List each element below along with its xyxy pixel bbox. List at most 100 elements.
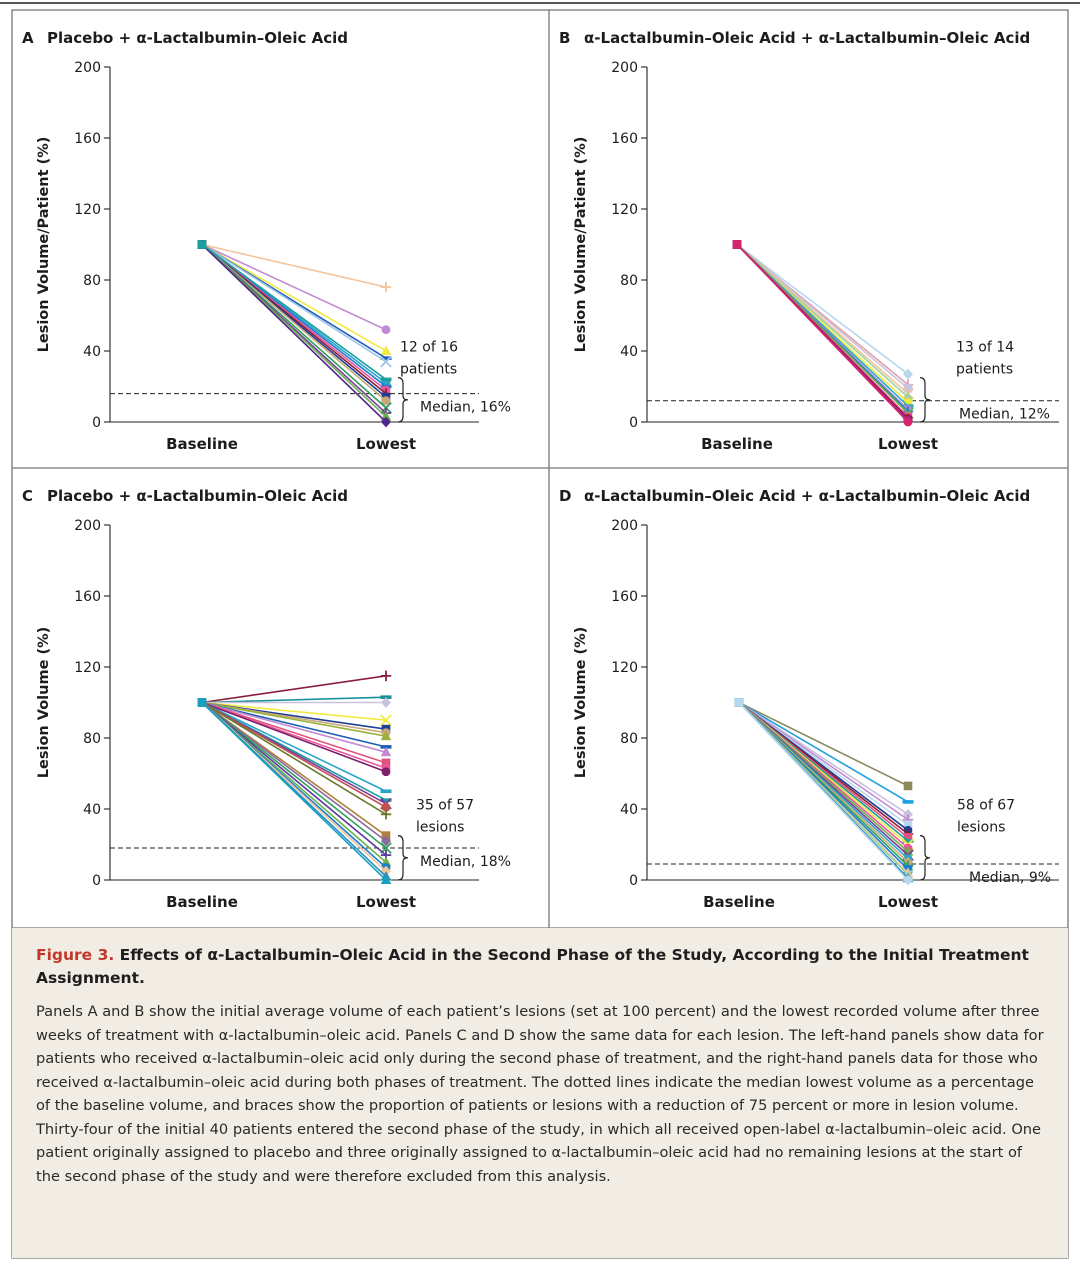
panel-c-series-line	[201, 701, 387, 842]
panel-a-brace-label-line1: 12 of 16	[400, 340, 458, 356]
panel-c-x-category-label: Baseline	[166, 893, 238, 911]
caption-heading: Figure 3. Effects of α-Lactalbumin–Oleic…	[36, 944, 1044, 990]
panel-c-brace-label-line2: lesions	[416, 820, 464, 836]
panel-d-x-category-label: Lowest	[878, 893, 938, 911]
panel-c-y-tick-label: 0	[92, 873, 101, 889]
panel-c-series-line	[201, 701, 387, 881]
panel-c-median-label: Median, 18%	[420, 854, 511, 870]
panel-b-y-tick-label: 0	[629, 415, 638, 431]
panel-d-brace-label-line2: lesions	[957, 820, 1005, 836]
panel-c-series-line	[201, 701, 387, 738]
panel-a-series-line	[201, 243, 387, 381]
panel-c-lowest-point	[381, 767, 391, 777]
panel-b-series-line	[736, 243, 909, 423]
panel-c-y-axis-label: Lesion Volume (%)	[36, 627, 52, 778]
panel-a-y-axis-label: Lesion Volume/Patient (%)	[36, 137, 52, 353]
panel-c-series-line	[201, 701, 387, 808]
caption-body: Panels A and B show the initial average …	[36, 1003, 1044, 1185]
panel-a-lowest-point	[381, 325, 391, 335]
panel-b-x-category-label: Lowest	[878, 435, 938, 453]
panel-a-series-line	[201, 243, 387, 288]
panel-c-brace	[397, 835, 409, 881]
panel-d-letter: D	[559, 487, 571, 505]
panel-a-x-category-label: Lowest	[356, 435, 416, 453]
panel-b-baseline-point	[732, 240, 742, 249]
panel-c-y-tick-label: 120	[74, 660, 101, 676]
panel-c-series-line	[201, 701, 387, 773]
panel-c-series-line	[201, 701, 387, 816]
panel-c-lowest-point	[380, 809, 392, 820]
panel-c: C Placebo + α-Lactalbumin–Oleic Acid 0 40 80…	[22, 487, 511, 911]
panel-c-series-line	[201, 701, 387, 849]
panel-a-lowest-point	[380, 401, 392, 414]
panel-c-x-category-label: Lowest	[356, 893, 416, 911]
panel-c-series-line	[201, 701, 387, 792]
panel-c-lowest-point	[381, 835, 391, 847]
panel-d-x-category-label: Baseline	[703, 893, 775, 911]
panel-a-lowest-point	[381, 396, 391, 406]
panel-a-y-tick-label: 40	[83, 344, 101, 360]
panel-a-y-tick-label: 80	[83, 273, 101, 289]
panel-a-series-line	[201, 243, 387, 352]
panel-d-brace	[919, 835, 931, 881]
panel-a-letter: A	[22, 29, 34, 47]
panel-a-lowest-point	[380, 355, 392, 368]
panel-a-brace-label-line2: patients	[400, 362, 457, 378]
panel-d-lowest-point	[902, 839, 914, 843]
panel-c-series-line	[201, 696, 387, 704]
panel-a-y-tick-label: 0	[92, 415, 101, 431]
panel-c-lowest-point	[380, 714, 392, 727]
panel-a-y-tick-label: 160	[74, 131, 101, 147]
panel-c-lowest-point	[381, 697, 391, 708]
panel-c-letter: C	[22, 487, 33, 505]
panel-d-y-tick-label: 80	[620, 731, 638, 747]
panel-a-y-tick-label: 120	[74, 202, 101, 218]
panel-c-y-tick-label: 200	[74, 518, 101, 534]
figure-caption: Figure 3. Effects of α-Lactalbumin–Oleic…	[12, 928, 1068, 1258]
panel-d-lowest-point	[903, 874, 913, 886]
panel-d-y-tick-label: 160	[611, 589, 638, 605]
panel-d-y-axis-label: Lesion Volume (%)	[573, 627, 589, 778]
panel-a-lowest-point	[380, 345, 392, 355]
panel-a-series-line	[201, 243, 387, 402]
panel-b-lowest-point	[903, 417, 913, 427]
panel-a-x-category-label: Baseline	[166, 435, 238, 453]
panel-d-lowest-point	[902, 800, 914, 804]
panel-c-baseline-point	[197, 698, 207, 707]
panel-d-y-tick-label: 0	[629, 873, 638, 889]
panel-c-y-tick-label: 80	[83, 731, 101, 747]
panel-d-brace-label-line1: 58 of 67	[957, 798, 1015, 814]
panel-d-lowest-point	[903, 820, 913, 830]
panel-d-title: α-Lactalbumin–Oleic Acid + α-Lactalbumin…	[584, 487, 1030, 505]
panel-a-lowest-point	[381, 416, 391, 428]
panel-a-lowest-point	[380, 281, 392, 293]
panel-a-series-line	[201, 243, 387, 363]
panel-c-lowest-point	[380, 746, 392, 757]
panel-b-brace-label-line1: 13 of 14	[956, 340, 1014, 356]
panel-b-lowest-point	[902, 391, 914, 402]
panel-a-series-line	[201, 243, 387, 423]
panel-b-lowest-point	[903, 368, 913, 380]
panel-c-series-line	[201, 675, 387, 704]
panel-b-median-label: Median, 12%	[959, 407, 1050, 423]
panel-d-series-line	[738, 701, 909, 803]
caption-heading-text: Effects of α-Lactalbumin–Oleic Acid in t…	[36, 946, 1029, 987]
panel-c-brace-label-line1: 35 of 57	[416, 798, 474, 814]
caption-figure-label: Figure 3.	[36, 946, 115, 964]
panel-a-lowest-point	[380, 377, 392, 382]
panel-a-lowest-point	[381, 378, 391, 388]
panel-a-lowest-point	[380, 356, 392, 360]
panel-c-lowest-point	[380, 856, 392, 867]
panel-a-series-line	[201, 243, 387, 331]
panel-b-letter: B	[559, 29, 570, 47]
panel-c-series-line	[201, 701, 387, 748]
panel-c-series-line	[201, 701, 387, 856]
panel-b-y-tick-label: 40	[620, 344, 638, 360]
panel-d-series-line	[738, 701, 909, 787]
panel-a-y-tick-label: 200	[74, 60, 101, 76]
panel-b-lowest-point	[903, 383, 913, 393]
panel-b-y-tick-label: 120	[611, 202, 638, 218]
panel-c-y-tick-label: 160	[74, 589, 101, 605]
panel-c-y-tick-label: 40	[83, 802, 101, 818]
